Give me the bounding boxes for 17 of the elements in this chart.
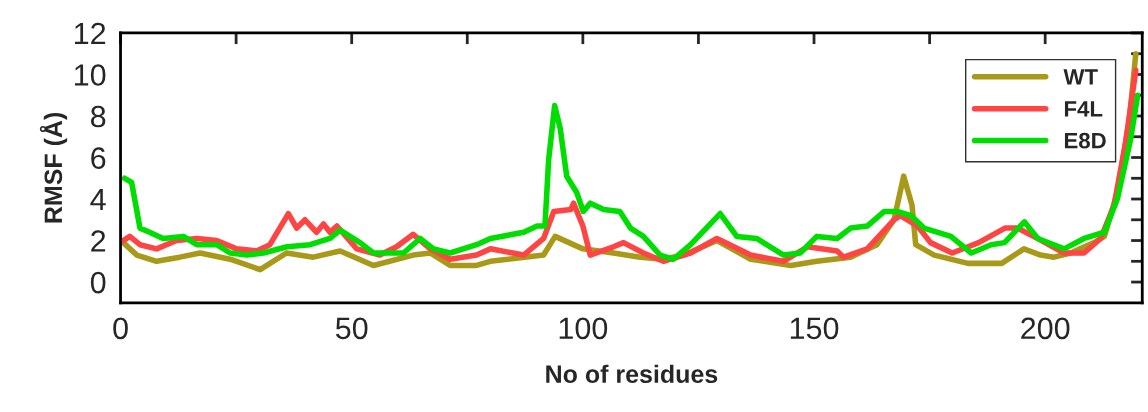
x-axis-title: No of residues xyxy=(546,364,718,383)
y-tick-label: 2 xyxy=(91,230,106,252)
y-tick-label: 0 xyxy=(90,271,106,294)
legend-label: WT xyxy=(1063,69,1098,85)
x-tick-label: 0 xyxy=(113,317,128,340)
legend-label: F4L xyxy=(1064,101,1103,117)
y-tick-label: 12 xyxy=(75,22,106,45)
x-tick-label: 100 xyxy=(559,317,608,340)
legend-label: E8D xyxy=(1064,132,1106,149)
x-tick-label: 200 xyxy=(1021,317,1070,340)
x-tick-label: 150 xyxy=(790,317,839,340)
y-tick-label: 10 xyxy=(75,64,106,86)
y-axis-title: RMSF (Å) xyxy=(39,112,68,223)
y-tick-label: 4 xyxy=(90,189,106,211)
y-tick-label: 8 xyxy=(90,105,106,128)
y-tick-label: 6 xyxy=(91,147,106,169)
x-tick-label: 50 xyxy=(335,317,368,340)
